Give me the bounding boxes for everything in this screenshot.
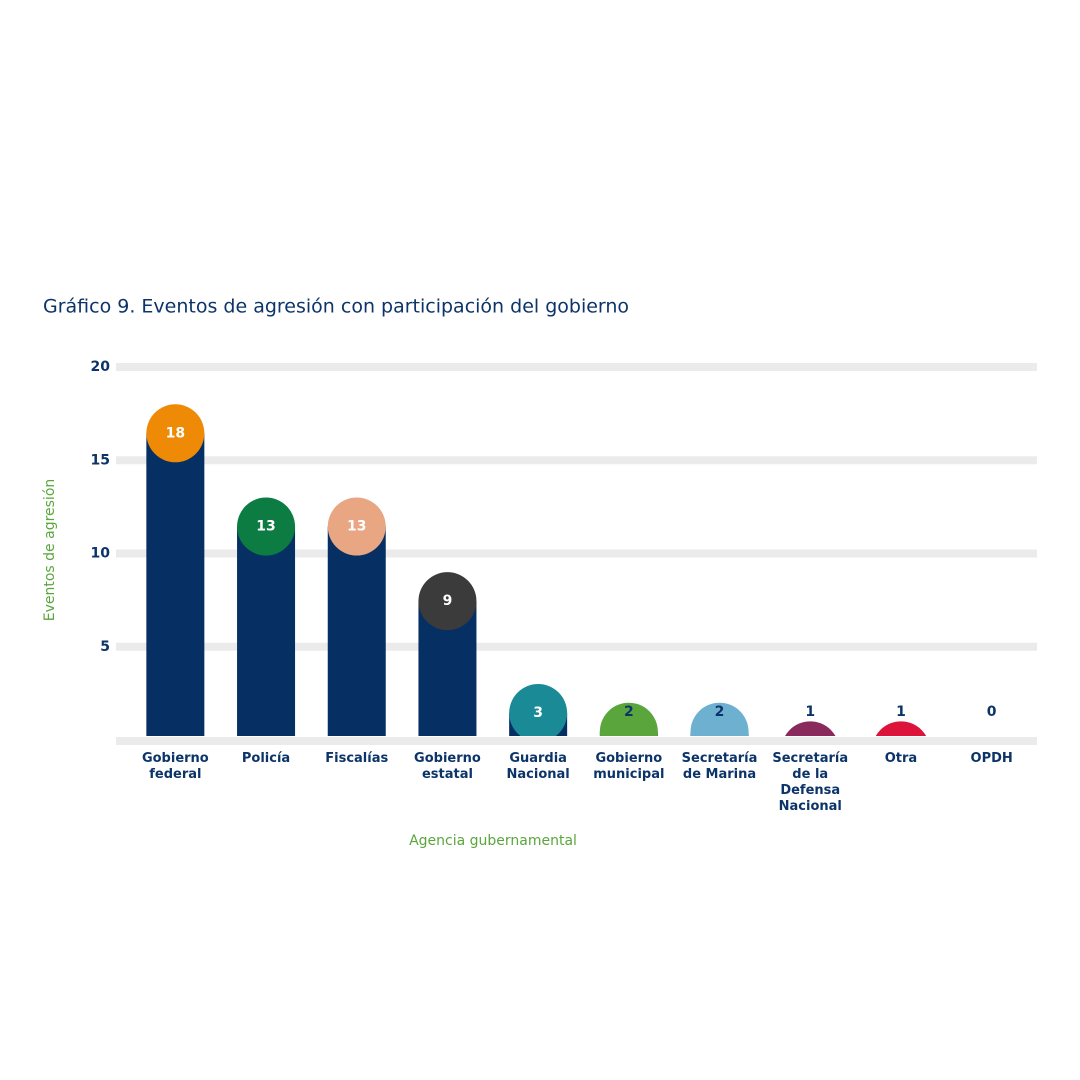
x-tick-label: Otra [884, 751, 918, 766]
grid-line [116, 363, 1037, 371]
bar [146, 433, 205, 736]
x-tick-label: Gobierno municipal [593, 751, 665, 782]
value-label: 2 [624, 704, 634, 720]
value-label: 13 [256, 519, 275, 535]
value-label: 9 [443, 593, 453, 609]
value-label: 18 [166, 425, 185, 441]
value-label: 13 [347, 519, 366, 535]
y-tick-label: 20 [91, 359, 111, 375]
bar-cap [327, 497, 386, 556]
bar-cap [418, 572, 477, 631]
bar-cap [237, 497, 296, 556]
x-tick-label: Fiscalías [325, 751, 389, 766]
bar-cap [785, 721, 836, 736]
bars [146, 404, 1021, 798]
bar-cap [963, 740, 1021, 798]
y-tick-label: 5 [100, 639, 110, 655]
value-label: 1 [805, 704, 815, 720]
value-label: 3 [533, 705, 543, 721]
x-tick-label: Gobierno estatal [414, 751, 481, 782]
bar-cap [599, 702, 658, 736]
baseline [116, 737, 1037, 745]
bar [327, 526, 386, 736]
grid-line [116, 456, 1037, 465]
x-axis-title: Agencia gubernamental [409, 833, 577, 849]
value-label: 1 [896, 704, 906, 720]
x-tick-label: Gobierno federal [141, 751, 209, 782]
x-tick-label: OPDH [970, 751, 1013, 766]
x-tick-label: Secretaría de la Defensa Nacional [772, 751, 849, 814]
x-tick-label: Policía [241, 751, 291, 766]
y-axis-title: Eventos de agresión [42, 479, 58, 622]
bar-cap [875, 721, 927, 736]
value-label: 0 [987, 704, 997, 720]
bar-cap [146, 404, 205, 463]
y-tick-label: 10 [91, 546, 111, 562]
x-tick-label: Guardia Nacional [506, 751, 570, 782]
x-tick-label: Secretaría de Marina [681, 751, 758, 782]
value-label: 2 [715, 704, 725, 720]
grid-line [116, 642, 1037, 651]
grid-line [116, 549, 1037, 558]
bar-cap [509, 684, 568, 736]
y-tick-label: 15 [91, 452, 110, 468]
chart-title: Gráfico 9. Eventos de agresión con parti… [43, 296, 629, 318]
bar-cap [690, 702, 749, 736]
bar [237, 526, 296, 736]
